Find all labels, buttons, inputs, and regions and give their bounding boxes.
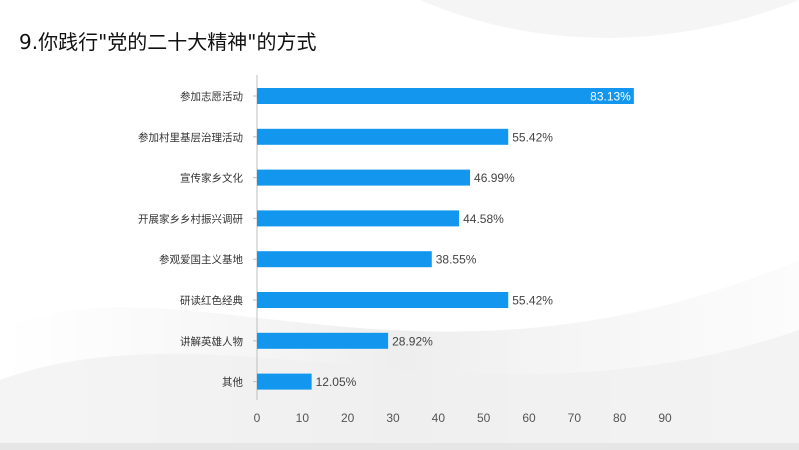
category-label: 参加志愿活动 — [180, 90, 243, 103]
page-title: 9.你践行"党的二十大精神"的方式 — [19, 30, 317, 54]
bar — [257, 210, 460, 227]
value-label: 55.42% — [512, 294, 553, 308]
value-label: 55.42% — [512, 130, 553, 144]
category-label: 参观爱国主义基地 — [159, 253, 243, 266]
value-label: 46.99% — [474, 171, 515, 185]
value-label: 83.13% — [590, 90, 631, 104]
category-label: 研读红色经典 — [180, 294, 243, 307]
category-label: 讲解英雄人物 — [180, 335, 243, 348]
bar — [257, 88, 634, 104]
value-label: 12.05% — [316, 375, 357, 389]
bar — [257, 169, 471, 186]
bottom-bar — [0, 443, 799, 450]
x-tick-label: 50 — [477, 411, 491, 425]
x-tick-label: 70 — [568, 411, 582, 425]
x-tick-label: 80 — [613, 411, 627, 425]
x-tick-label: 90 — [658, 411, 672, 425]
category-label: 其他 — [222, 376, 243, 389]
category-label: 参加村里基层治理活动 — [138, 131, 243, 144]
value-label: 38.55% — [436, 253, 477, 267]
value-label: 28.92% — [392, 334, 433, 348]
bar — [257, 128, 509, 145]
x-tick-label: 0 — [254, 411, 261, 425]
value-label: 44.58% — [463, 212, 504, 226]
x-tick-label: 10 — [296, 411, 310, 425]
bar — [257, 251, 432, 268]
category-label: 开展家乡乡村振兴调研 — [138, 212, 243, 225]
category-label: 宣传家乡文化 — [180, 172, 243, 185]
bar — [257, 292, 509, 308]
x-tick-label: 40 — [432, 411, 446, 425]
x-tick-label: 60 — [522, 411, 536, 425]
x-tick-label: 30 — [386, 411, 400, 425]
bar — [257, 373, 312, 390]
bar — [257, 332, 389, 349]
x-tick-label: 20 — [341, 411, 355, 425]
